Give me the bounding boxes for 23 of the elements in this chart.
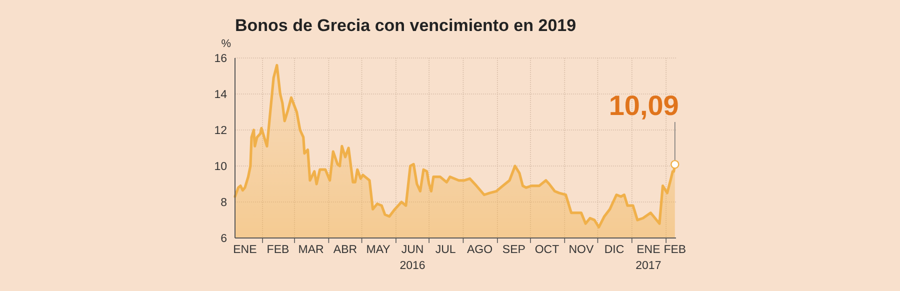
y-tick-label: 14 [214,89,228,101]
x-tick-label: MAY [366,244,391,256]
x-tick-label: JUN 2016 [400,244,426,272]
x-tick-label: NOV [568,244,594,256]
y-tick-label: 12 [214,125,227,137]
x-tick-label: AGO [466,244,493,256]
y-tick-label: 10 [214,161,227,173]
x-tick-label: ENE [233,244,258,256]
y-axis-title: % [221,38,232,50]
x-tick-label: OCT [534,244,560,256]
x-tick-label: MAR [298,244,324,256]
x-tick-label: FEB [266,244,290,256]
x-tick-label: FEB [664,244,686,256]
x-tick-label: ENE 2017 [636,244,662,272]
x-tick-label: DIC [604,244,624,256]
chart-title: Bonos de Grecia con vencimiento en 2019 [235,16,576,35]
y-tick-label: 16 [214,53,227,65]
annotation: 10,09 [608,90,679,121]
y-tick-label: 8 [220,197,227,209]
y-tick-label: 6 [220,233,227,245]
x-tick-label: SEP [502,244,526,256]
x-tick-label: JUL [435,244,456,256]
x-tick-label: ABR [333,244,358,256]
